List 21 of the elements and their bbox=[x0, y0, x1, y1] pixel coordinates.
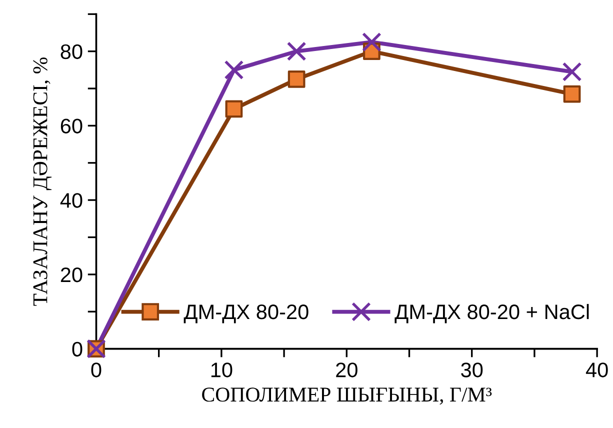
x-tick-label: 30 bbox=[461, 362, 483, 378]
point bbox=[286, 42, 306, 62]
point bbox=[288, 70, 306, 88]
x-tick-label: 20 bbox=[336, 362, 358, 378]
x-tick-label: 40 bbox=[586, 362, 608, 378]
legend-label: ДМ-ДХ 80-20 + NaCl bbox=[394, 304, 589, 324]
point bbox=[225, 100, 243, 118]
y-tick-label: 20 bbox=[60, 267, 82, 282]
y-tick-label: 40 bbox=[60, 193, 82, 208]
point bbox=[563, 85, 581, 103]
point bbox=[562, 62, 582, 82]
x-axis-title: СОПОЛИМЕР ШЫҒЫНЫ, Г/М³ bbox=[202, 388, 492, 405]
x-tick-label: 0 bbox=[91, 362, 102, 378]
x-tick-label: 10 bbox=[211, 362, 232, 378]
y-tick-label: 60 bbox=[60, 118, 82, 134]
legend-label: ДМ-ДХ 80-20 bbox=[184, 304, 308, 324]
point bbox=[362, 32, 382, 52]
y-tick-label: 80 bbox=[60, 44, 82, 60]
y-tick-label: 0 bbox=[72, 342, 82, 357]
y-axis-title: ТАЗАЛАНУ ДӘРЕЖЕСІ, % bbox=[33, 57, 52, 306]
point bbox=[224, 60, 244, 80]
